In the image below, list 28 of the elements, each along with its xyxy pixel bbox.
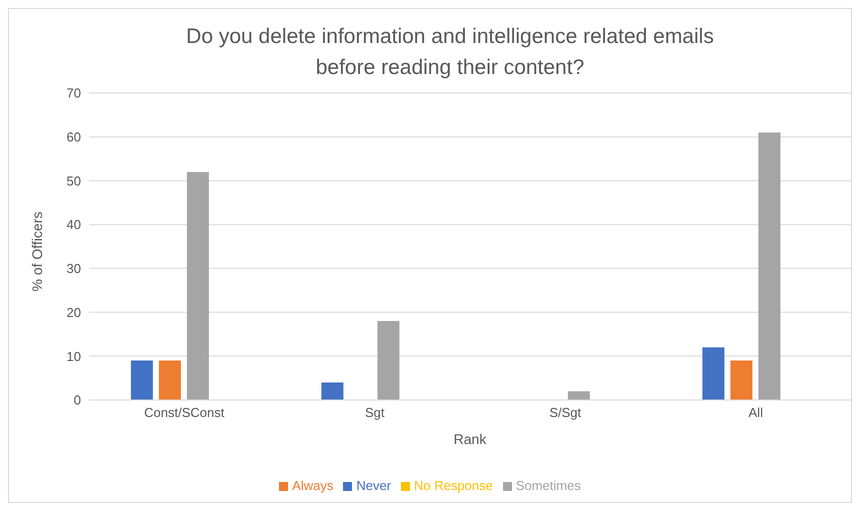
x-tick-label: S/Sgt bbox=[549, 405, 582, 420]
bar bbox=[321, 382, 344, 400]
y-tick-label: 40 bbox=[66, 217, 81, 232]
y-axis-title: % of Officers bbox=[28, 212, 45, 292]
y-tick-label: 60 bbox=[66, 129, 81, 144]
x-tick-label: Const/SConst bbox=[144, 405, 225, 420]
bar bbox=[758, 132, 780, 400]
legend-label: Sometimes bbox=[516, 478, 581, 493]
y-tick-label: 10 bbox=[66, 348, 81, 364]
x-axis-title: Rank bbox=[454, 431, 488, 447]
bar bbox=[702, 347, 724, 400]
bar bbox=[158, 360, 181, 400]
y-tick-label: 50 bbox=[66, 173, 81, 188]
bar bbox=[186, 172, 209, 400]
y-tick-label: 30 bbox=[66, 261, 81, 276]
x-tick-label: Sgt bbox=[364, 405, 385, 420]
legend-label: Always bbox=[292, 478, 334, 493]
x-tick-label: All bbox=[748, 405, 764, 420]
bar bbox=[377, 321, 400, 400]
y-tick-label: 20 bbox=[66, 304, 81, 320]
bar bbox=[130, 360, 153, 400]
legend-label: Never bbox=[356, 478, 392, 493]
chart-title: Do you delete information and intelligence related emails before reading their content? bbox=[185, 24, 715, 81]
y-tick-label: 0 bbox=[74, 392, 81, 408]
bar bbox=[730, 360, 752, 400]
y-tick-label: 70 bbox=[66, 86, 81, 101]
bar bbox=[568, 391, 590, 400]
legend-label: No Response bbox=[414, 478, 493, 493]
